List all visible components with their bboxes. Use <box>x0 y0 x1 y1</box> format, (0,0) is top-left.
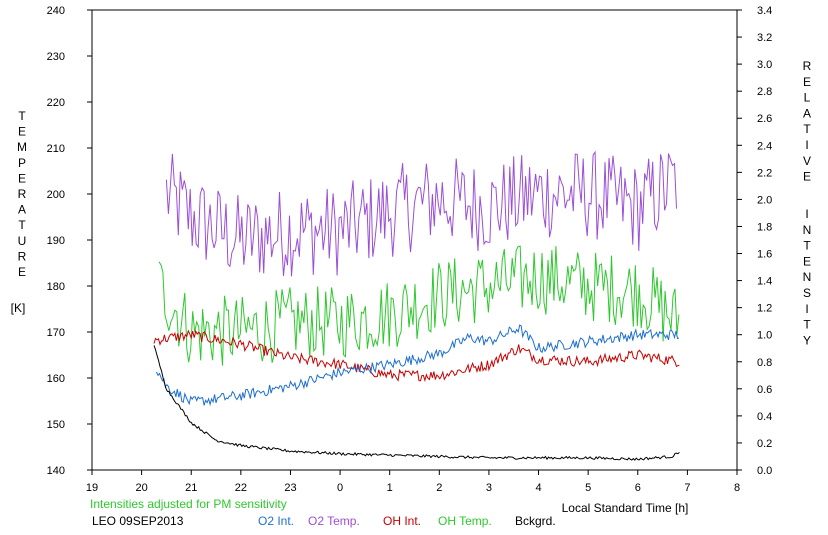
legend-entry: OH Temp. <box>438 514 492 528</box>
left-tick-label: 220 <box>47 97 65 109</box>
right-axis-letter: A <box>803 106 811 120</box>
x-axis-ticks: 19 20 21 22 23 0 1 2 3 4 5 6 7 8 <box>86 470 740 494</box>
left-tick-label: 230 <box>47 51 65 63</box>
series-oh-int <box>153 329 680 383</box>
x-tick-label: 2 <box>436 482 442 494</box>
left-tick-label: 160 <box>47 373 65 385</box>
x-tick-label: 5 <box>585 482 591 494</box>
left-axis-letter: E <box>18 171 26 185</box>
left-axis-letter: T <box>18 218 26 232</box>
right-tick-label: 1.6 <box>757 249 772 261</box>
x-tick-label: 0 <box>337 482 343 494</box>
series-o2-int <box>156 324 680 407</box>
left-tick-label: 140 <box>47 465 65 477</box>
right-tick-label: 1.8 <box>757 221 772 233</box>
legend-entry: O2 Int. <box>258 514 294 528</box>
station-label: LEO 09SEP2013 <box>92 514 184 528</box>
left-axis-letter: E <box>18 125 26 139</box>
series-line <box>165 150 677 277</box>
x-tick-label: 8 <box>734 482 740 494</box>
right-tick-label: 2.0 <box>757 194 772 206</box>
right-axis-ticks: 0.0 0.2 0.4 0.6 0.8 1.0 1.2 1.4 1.6 1.8 2.0 2.2 2.4 2… <box>737 5 772 477</box>
right-axis-letter: V <box>803 154 811 168</box>
right-axis-letter: N <box>803 223 812 237</box>
right-axis-letter: R <box>803 59 812 73</box>
series-line <box>158 245 680 366</box>
left-axis-letter: M <box>17 140 27 154</box>
x-tick-label: 20 <box>135 482 147 494</box>
right-tick-label: 0.0 <box>757 465 772 477</box>
left-tick-label: 190 <box>47 235 65 247</box>
legend-entry: O2 Temp. <box>308 514 360 528</box>
right-axis-letter: T <box>803 318 811 332</box>
x-tick-label: 7 <box>684 482 690 494</box>
left-axis-letter: E <box>18 265 26 279</box>
right-axis-letter: E <box>803 75 811 89</box>
right-axis-letter: I <box>805 138 808 152</box>
left-tick-label: 150 <box>47 419 65 431</box>
legend-entry: OH Int. <box>383 514 421 528</box>
left-axis-letter: T <box>18 109 26 123</box>
x-tick-label: 19 <box>86 482 98 494</box>
left-axis-letter: P <box>18 156 26 170</box>
right-axis-letter: L <box>804 91 811 105</box>
right-tick-label: 3.2 <box>757 32 772 44</box>
x-tick-label: 3 <box>486 482 492 494</box>
x-tick-label: 4 <box>535 482 541 494</box>
left-axis-letter: A <box>18 203 26 217</box>
plot-frame <box>91 9 738 471</box>
left-tick-label: 170 <box>47 327 65 339</box>
series-o2-temp <box>165 150 677 277</box>
x-axis-title: Local Standard Time [h] <box>562 501 689 515</box>
x-tick-label: 22 <box>235 482 247 494</box>
right-tick-label: 2.2 <box>757 167 772 179</box>
right-tick-label: 2.6 <box>757 113 772 125</box>
left-tick-label: 240 <box>47 5 65 17</box>
left-tick-label: 180 <box>47 281 65 293</box>
right-axis-letter: S <box>803 286 811 300</box>
right-tick-label: 2.4 <box>757 140 772 152</box>
left-axis-ticks: 140 150 160 170 180 190 200 210 220 230 240 <box>47 5 92 477</box>
right-axis-letter: E <box>803 254 811 268</box>
right-tick-label: 0.8 <box>757 357 772 369</box>
sensitivity-note: Intensities adjusted for PM sensitivity <box>90 497 287 511</box>
right-axis-letter: I <box>805 207 808 221</box>
right-tick-label: 2.8 <box>757 86 772 98</box>
legend-entry: Bckgrd. <box>515 514 556 528</box>
right-axis-letter: T <box>803 239 811 253</box>
left-axis-unit: [K] <box>11 301 26 315</box>
right-tick-label: 1.4 <box>757 276 772 288</box>
series-line <box>153 345 680 461</box>
left-tick-label: 200 <box>47 189 65 201</box>
legend: O2 Int. O2 Temp. OH Int. OH Temp. Bckgrd. <box>258 514 556 528</box>
right-axis-letter: Y <box>803 333 811 347</box>
right-tick-label: 0.4 <box>757 411 772 423</box>
right-axis-letter: N <box>803 270 812 284</box>
left-axis-letter: R <box>18 187 27 201</box>
right-axis-letter: E <box>803 170 811 184</box>
series-line <box>156 324 680 407</box>
series-line <box>153 329 680 383</box>
x-tick-label: 1 <box>387 482 393 494</box>
x-tick-label: 21 <box>185 482 197 494</box>
left-axis-letter: R <box>18 249 27 263</box>
left-axis-letter: U <box>18 234 27 248</box>
right-tick-label: 3.4 <box>757 5 772 17</box>
right-axis-letter: I <box>805 302 808 316</box>
series-bckgrd <box>153 345 680 461</box>
series-layer <box>153 150 680 461</box>
left-tick-label: 210 <box>47 143 65 155</box>
right-axis-letter: T <box>803 122 811 136</box>
right-tick-label: 1.0 <box>757 330 772 342</box>
x-tick-label: 6 <box>635 482 641 494</box>
right-tick-label: 0.6 <box>757 384 772 396</box>
right-tick-label: 1.2 <box>757 303 772 315</box>
x-tick-label: 23 <box>284 482 296 494</box>
right-tick-label: 0.2 <box>757 438 772 450</box>
series-oh-temp <box>158 245 680 366</box>
right-tick-label: 3.0 <box>757 59 772 71</box>
